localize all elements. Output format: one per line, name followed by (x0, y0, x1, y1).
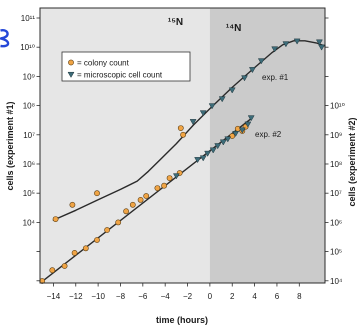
exp-1-colony-count-point (180, 131, 186, 138)
exp-2-cell-count-point (194, 157, 202, 164)
x-tick-label: −10 (91, 292, 105, 301)
exp-1-cell-count-point (241, 75, 248, 82)
exp-2-colony-count-point (61, 263, 68, 269)
y-tick-label-right: 10⁵ (330, 248, 342, 257)
exp-2-colony-count-point (129, 201, 136, 208)
y-tick-label-right: 10⁶ (330, 218, 342, 227)
legend-marker-cell-count (67, 71, 75, 78)
exp-2-colony-count-point (82, 245, 89, 252)
exp-1-cell-count-point (248, 67, 256, 74)
exp-1-cell-count-point (189, 119, 197, 126)
exp-2-cell-count-point (199, 155, 207, 162)
y-axis-title-left: cells (experiment #1) (5, 101, 15, 190)
y-tick-label-left: 10¹⁰ (20, 43, 35, 52)
y-tick-label-left: 10⁶ (23, 160, 35, 169)
exp-2-cell-count-point (238, 127, 246, 134)
exp-1-cell-count-point (228, 87, 236, 94)
exp-2-cell-count-point (204, 150, 212, 157)
y-tick-label-left: 10¹¹ (21, 14, 36, 23)
y-tick-label-left: 10⁵ (23, 189, 35, 198)
exp-1-colony-count-point (177, 125, 184, 132)
y-tick-label-left: 10⁸ (23, 102, 35, 111)
legend-label-colony-count: = colony count (77, 59, 130, 68)
exp-1-cell-count-point (218, 96, 226, 103)
legend-box (61, 51, 191, 82)
y-tick-label-right: 10⁹ (330, 131, 342, 140)
exp-2-colony-count-point (49, 267, 56, 274)
region-band (209, 8, 325, 283)
tick-labels: −14 −12 −10 −8 −6 −4 −2 0 2 4 6 8 10⁴ 10⁵ 10⁶ 10⁷ 10⁸ 10⁹… (20, 14, 345, 301)
x-tick-label: 4 (252, 292, 257, 301)
exp-1-cell-count-point (315, 39, 323, 46)
exp-2-colony-count-point (71, 249, 78, 256)
exp-2-cell-count-point (209, 147, 217, 154)
legend-label-cell-count: = microscopic cell count (77, 71, 163, 80)
region-label: ¹⁴N (226, 23, 242, 34)
x-tick-label: 8 (297, 292, 302, 301)
annotation-exp-2: exp. #2 (255, 130, 282, 139)
exp-2-cell-count-point (244, 121, 252, 128)
exp-1-cell-count-point (257, 58, 265, 65)
x-tick-label: 2 (230, 292, 235, 301)
y-tick-label-right: 10⁸ (330, 160, 342, 169)
y-tick-label-right: 10⁴ (330, 277, 343, 286)
exp-2-colony-count-point (137, 196, 144, 203)
legend-marker-colony-count (68, 59, 74, 66)
y-tick-label-left: 10⁴ (23, 218, 36, 227)
exp-2-cell-count-point (219, 139, 227, 146)
exp-2-colony-count-point (123, 208, 129, 215)
exp-2-colony-count-point (161, 182, 167, 189)
legend: = colony count = microscopic cell count (61, 51, 191, 82)
exp-1-cell-count-point (208, 103, 216, 110)
exp-1-cell-count-point (271, 46, 279, 53)
x-axis-title: time (hours) (156, 315, 208, 325)
exp-2-cell-count-point (247, 115, 255, 122)
axis-ticks (36, 17, 329, 287)
x-tick-label: 6 (275, 292, 280, 301)
medium-regions (40, 8, 325, 283)
exp-2-cell-count-point (172, 173, 180, 180)
exp-2-cell-count-point (224, 136, 232, 143)
region-label: ¹⁵N (168, 17, 183, 28)
exp-2-cell-count-point (232, 131, 240, 138)
exp-2-colony-count-point (115, 219, 122, 226)
exp-1-cell-count-point (293, 38, 301, 45)
exp-1-colony-count-point (94, 190, 100, 197)
x-tick-label: −12 (69, 292, 83, 301)
exp-1-colony-count-point (69, 201, 76, 208)
exp-2-colony-count-point (143, 193, 150, 199)
exp-1-colony-count-point (52, 216, 59, 222)
data-points (39, 38, 326, 284)
exp-1-cell-count-point (282, 41, 290, 48)
exp-2-colony-count-point (154, 185, 161, 191)
exp-2-colony-count-point (94, 237, 100, 243)
cropped-blue-glyph (0, 29, 10, 48)
exp-2-cell-count-point (214, 143, 222, 150)
y-tick-label-right: 10¹⁰ (330, 102, 345, 111)
y-axis-title-right: cells (experiment #2) (347, 117, 357, 206)
x-tick-label: −8 (116, 292, 126, 301)
x-tick-label: −4 (161, 292, 171, 301)
exp-1-cell-count-point (318, 44, 326, 51)
exp-1-cell-count-point (199, 110, 207, 117)
y-tick-label-right: 10⁷ (330, 189, 342, 198)
region-labels: ¹⁵N ¹⁴N (168, 17, 242, 34)
x-tick-label: −2 (183, 292, 193, 301)
x-tick-label: −6 (138, 292, 148, 301)
plot-frame (39, 7, 326, 284)
y-tick-label-left: 10⁷ (23, 131, 35, 140)
annotation-exp-1: exp. #1 (262, 73, 289, 82)
exp-2-colony-count-point (104, 227, 110, 233)
x-tick-label: −14 (47, 292, 61, 301)
x-tick-label: 0 (208, 292, 213, 301)
exp-2-colony-count-point (229, 133, 236, 139)
y-tick-label-left: 10⁹ (23, 72, 35, 81)
region-band (40, 8, 210, 283)
exp-2-colony-count-point (166, 175, 173, 181)
